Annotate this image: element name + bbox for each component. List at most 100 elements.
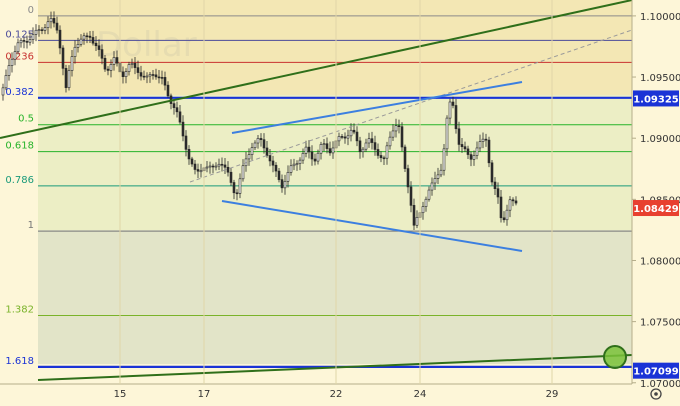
candle-body [382,157,386,160]
candle-body [316,152,320,162]
candle-body [205,166,209,169]
candle-body [199,170,203,173]
candle-body [1,87,5,96]
candle-body [148,74,152,77]
candle-body [487,139,491,164]
upper-trendline[interactable] [0,0,633,139]
time-axis: 15 17 22 24 29 [114,0,558,400]
candle-body [145,75,149,78]
candle-body [109,64,113,71]
candle-body [190,158,194,165]
candle-body [313,158,317,162]
candle-body [79,38,83,45]
price-label-box [633,362,679,379]
candle-body [55,22,59,31]
price-label-text: 1.08429 [633,204,679,215]
candle-body [241,165,245,180]
candle-body [469,154,473,160]
drawings[interactable] [0,0,633,381]
fib-level-label: 0.125 [5,29,34,40]
candle-body [466,148,470,155]
price-label-box [633,200,679,217]
candle-body [85,35,89,38]
lower-trendline[interactable] [37,354,633,381]
candle-body [40,29,44,31]
candle-body [37,29,41,31]
candle-body [250,147,254,155]
candle-body [76,44,80,48]
candle-body [139,72,143,77]
candle-body [274,164,278,172]
candle-body [52,18,56,24]
candle-body [415,217,419,226]
candle-body [226,166,230,173]
candle-body [388,136,392,147]
candle-body [277,170,281,180]
candle-body [454,105,458,130]
candle-body [253,142,257,149]
candle-body [136,67,140,73]
candle-body [187,149,191,160]
candle-body [391,130,395,138]
candle-body [286,172,290,182]
candle-body [307,146,311,153]
candle-body [160,77,164,79]
candle-body [445,117,449,150]
candle-body [475,147,479,156]
candle-body [130,63,134,65]
candle-body [385,145,389,159]
candle-body [94,42,98,47]
fib-level-label: 0.5 [18,114,34,125]
candle-body [463,146,467,150]
candle-body [325,143,329,149]
candle-body [115,57,119,64]
candle-body [271,160,275,166]
candle-body [343,136,347,139]
candle-body [331,147,335,154]
candle-body [340,136,344,138]
candle-body [370,138,374,143]
candle-body [181,121,185,137]
candle-body [427,189,431,200]
fib-zone-mid [38,95,632,230]
channel-lower-line[interactable] [221,200,523,252]
target-circle-marker[interactable] [603,345,627,369]
time-axis-panel[interactable] [0,384,632,406]
candle-body [31,34,35,40]
candle-body [262,139,266,149]
price-label-box [633,90,679,107]
candle-body [484,138,488,141]
candles [1,11,518,231]
candle-body [439,169,443,176]
candle-body [406,168,410,188]
candle-body [295,163,299,165]
candle-body [310,151,314,160]
candle-body [304,146,308,154]
candle-body [142,75,146,78]
settings-gear-icon[interactable] [650,388,662,400]
candle-body [97,45,101,50]
candle-body [496,188,500,198]
candle-body [478,141,482,149]
candle-body [265,147,269,156]
candle-body [178,111,182,123]
candle-body [403,146,407,169]
candle-body [394,125,398,132]
candle-body [208,165,212,168]
channel-upper-line[interactable] [231,81,523,134]
candle-body [10,58,14,66]
candle-body [508,199,512,211]
candle-body [433,178,437,184]
candle-body [124,71,128,77]
candle-body [64,68,68,88]
candle-body [184,135,188,150]
dashed-trendline[interactable] [189,29,633,183]
candle-body [238,178,242,194]
candle-body [412,205,416,226]
candle-body [337,136,341,142]
candle-body [34,29,38,35]
candle-body [73,46,77,57]
candle-body [499,196,503,219]
